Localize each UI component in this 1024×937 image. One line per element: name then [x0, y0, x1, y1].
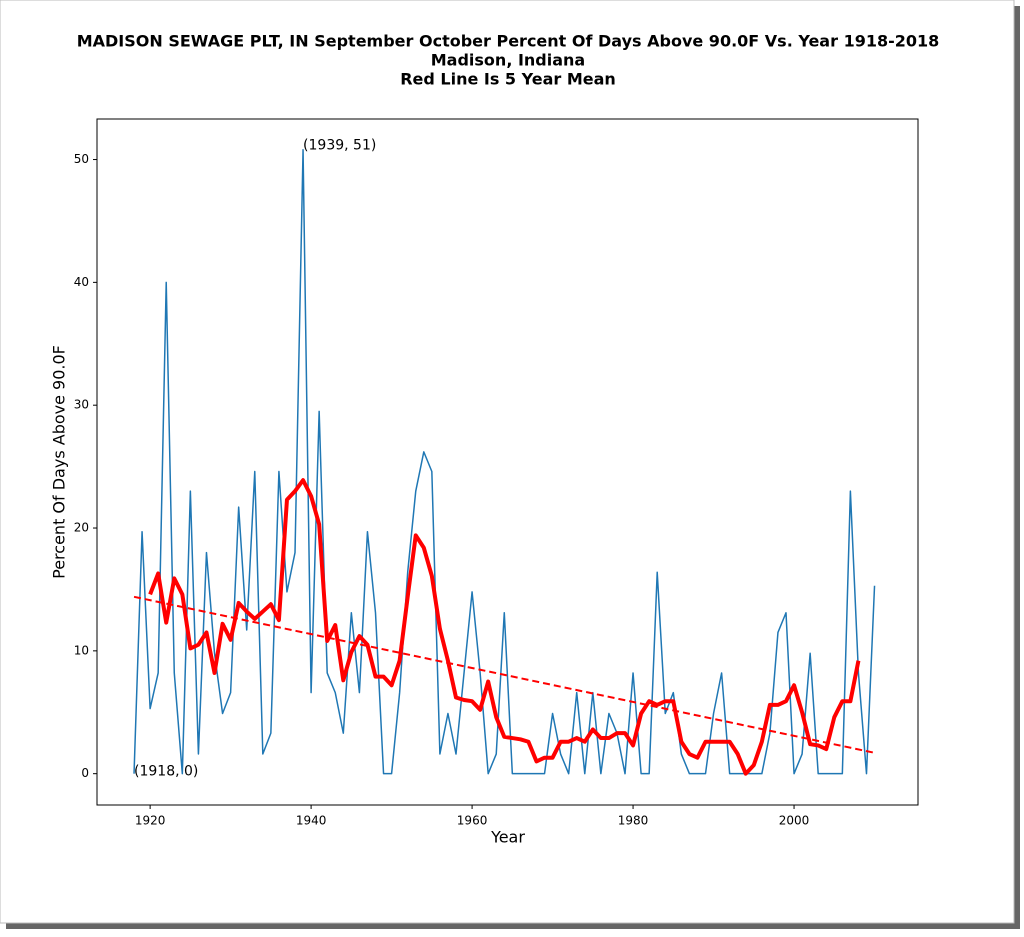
x-tick-label: 1940: [296, 814, 327, 828]
y-tick-label: 0: [81, 766, 89, 780]
x-tick-label: 2000: [779, 814, 810, 828]
annotation: (1918, 0): [134, 764, 198, 780]
y-tick-label: 20: [74, 521, 89, 535]
chart-subtitle: Red Line Is 5 Year Mean: [400, 70, 616, 89]
y-tick-label: 50: [74, 152, 89, 166]
series-line: [133, 148, 876, 775]
series-line: [148, 478, 861, 776]
annotation: (1939, 51): [303, 137, 376, 153]
x-tick-label: 1960: [457, 814, 488, 828]
y-tick-label: 10: [74, 643, 89, 657]
chart-title: MADISON SEWAGE PLT, IN September October…: [77, 32, 940, 51]
chart-subtitle: Madison, Indiana: [431, 51, 585, 70]
trend-line: [133, 595, 875, 754]
x-axis-label: Year: [490, 828, 525, 847]
y-axis-label: Percent Of Days Above 90.0F: [50, 345, 69, 579]
x-tick-label: 1920: [135, 814, 166, 828]
y-tick-label: 40: [74, 275, 89, 289]
x-tick-label: 1980: [618, 814, 649, 828]
plot-frame: [96, 118, 919, 806]
frame: [0, 0, 1015, 924]
y-tick-label: 30: [74, 398, 89, 412]
